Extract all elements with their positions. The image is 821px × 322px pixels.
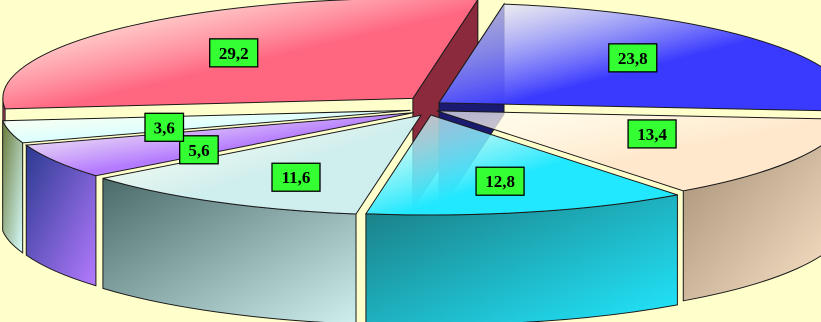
data-label-1: 23,8 [608, 43, 658, 73]
pie-slice-5 [24, 112, 415, 177]
data-label-text-5: 5,6 [188, 141, 209, 160]
data-label-text-1: 23,8 [618, 49, 648, 68]
data-label-text-0: 29,2 [219, 44, 249, 63]
pie-slice-4 [102, 114, 423, 215]
data-label-box-1 [608, 43, 658, 73]
data-label-0: 29,2 [209, 38, 259, 68]
data-labels: 29,2 23,8 13,4 12,8 11,6 5,6 3,6 [144, 38, 677, 196]
data-label-box-6 [144, 112, 185, 142]
data-label-5: 5,6 [179, 135, 219, 165]
data-label-box-0 [209, 38, 259, 68]
slice-tops [1, 0, 821, 216]
data-label-text-4: 11,6 [282, 168, 311, 187]
data-label-text-6: 3,6 [154, 118, 175, 137]
data-label-text-3: 12,8 [485, 172, 515, 191]
pie-slice-2 [436, 110, 821, 192]
data-label-6: 3,6 [144, 112, 185, 142]
data-label-text-2: 13,4 [637, 125, 667, 144]
pie-slice-6 [1, 109, 411, 144]
data-label-box-2 [627, 119, 677, 149]
data-label-box-5 [179, 135, 219, 165]
pie-slice-3 [364, 114, 678, 216]
data-label-3: 12,8 [475, 166, 525, 196]
data-label-2: 13,4 [627, 119, 677, 149]
data-label-box-4 [271, 162, 321, 192]
data-label-box-3 [475, 166, 525, 196]
data-label-4: 11,6 [271, 162, 321, 192]
